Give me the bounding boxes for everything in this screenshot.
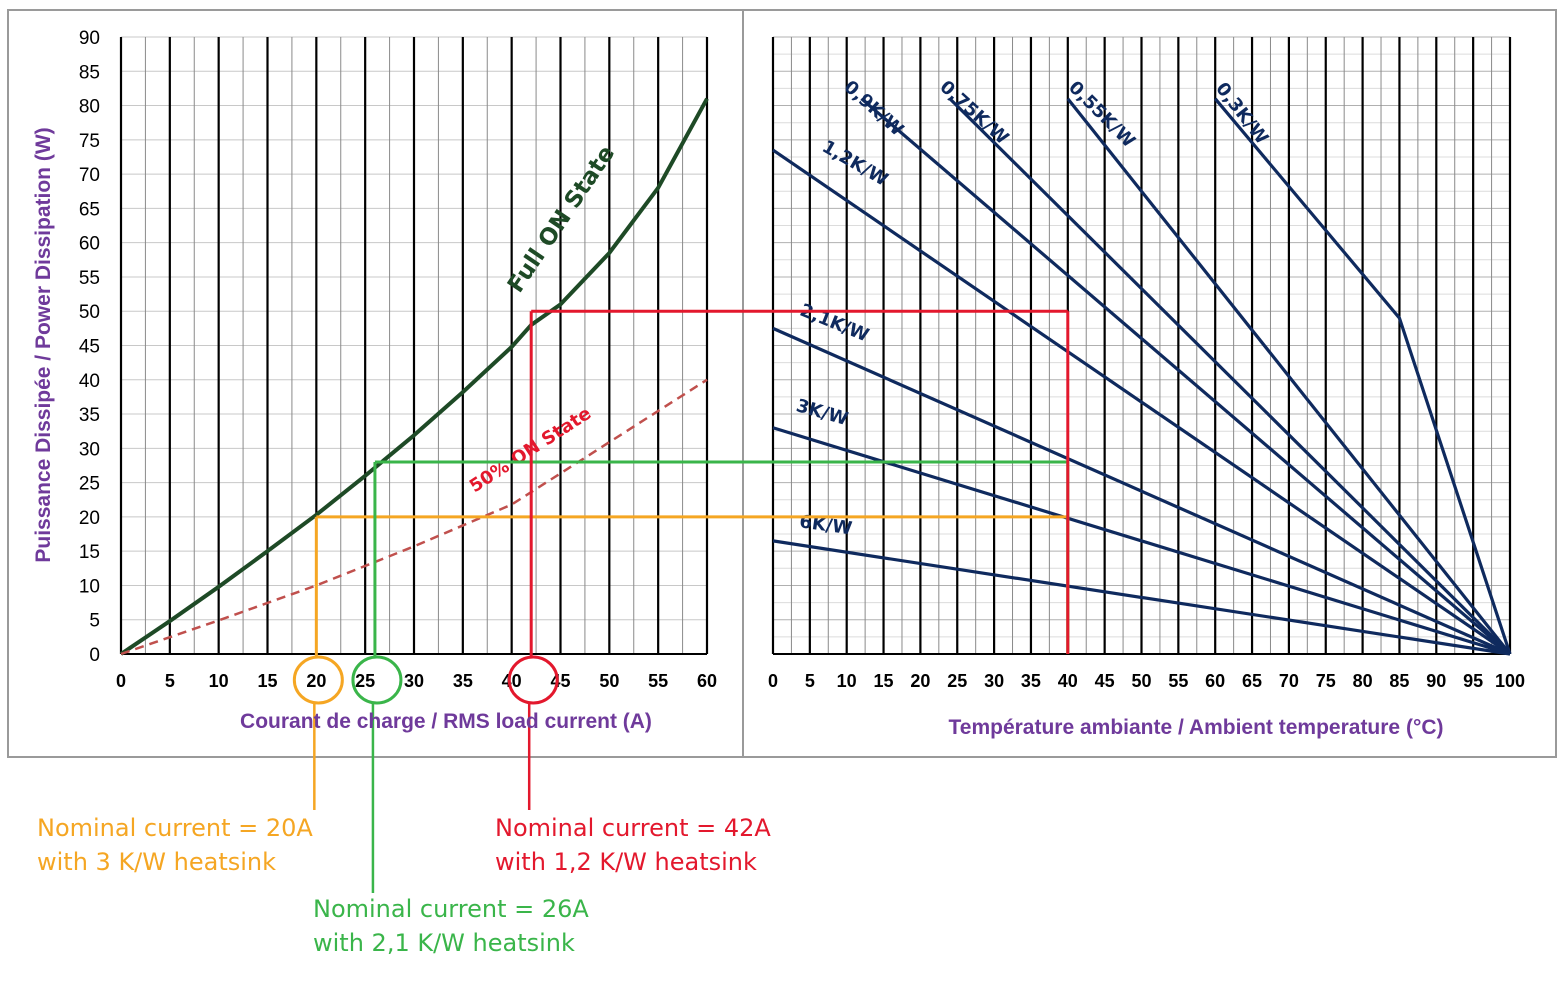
left-x-tick-label: 55 [648,671,668,691]
left-y-tick-label: 15 [79,542,100,563]
green-note-line-2: with 2,1 K/W heatsink [313,929,575,957]
red-note-line-2: with 1,2 K/W heatsink [495,848,757,876]
right-x-tick-label: 15 [874,671,894,691]
left-y-tick-label: 70 [79,165,100,186]
left-x-tick-label: 10 [209,671,229,691]
chart-frame [7,9,1557,758]
right-x-tick-label: 35 [1021,671,1041,691]
thermal-resistance-label: 3K/W [794,395,851,430]
annotation-current-circle [507,655,559,705]
thermal-resistance-line [772,426,1511,656]
annotation-current-circle [292,655,344,705]
left-y-axis-title: Puissance Dissipée / Power Dissipation (… [32,127,55,562]
right-chart-grid: 0 5 10 15 20 25 30 35 40 45 50 55 60 65 70 75 80 85 90 95 10… [768,36,1525,691]
thermal-resistance-label: 0,75K/W [935,77,1012,149]
left-x-tick-label: 30 [404,671,424,691]
left-y-tick-label: 30 [79,439,100,460]
left-y-tick-label: 20 [79,508,100,529]
right-x-tick-label: 40 [1058,671,1078,691]
full-on-state-line [119,97,709,656]
left-y-tick-label: 75 [79,131,100,152]
right-x-tick-label: 100 [1495,671,1525,691]
left-x-tick-label: 40 [502,671,522,691]
left-x-tick-label: 50 [599,671,619,691]
right-x-tick-label: 60 [1205,671,1225,691]
right-x-tick-label: 30 [984,671,1004,691]
right-x-tick-label: 25 [947,671,967,691]
right-x-tick-label: 50 [1131,671,1151,691]
left-x-tick-label: 45 [550,671,570,691]
left-x-tick-label: 15 [257,671,277,691]
green-note-line-1: Nominal current = 26A [313,895,589,923]
thermal-resistance-line [772,539,1511,656]
thermal-resistance-line [1066,97,1512,655]
thermal-resistance-line [948,97,1512,656]
left-x-tick-label: 0 [116,671,126,691]
thermal-resistance-label: 0,3K/W [1211,79,1272,149]
thermal-resistance-line [860,97,1512,656]
left-y-tick-label: 40 [79,371,100,392]
annotation-current-circle [351,655,403,705]
left-y-tick-label: 25 [79,474,100,495]
thermal-resistance-label: 0,9K/W [840,77,908,141]
right-x-tick-label: 70 [1279,671,1299,691]
right-x-tick-label: 65 [1242,671,1262,691]
left-x-tick-label: 20 [306,671,326,691]
left-x-tick-label: 60 [697,671,717,691]
left-y-tick-label: 90 [79,28,100,49]
orange-note-line-1: Nominal current = 20A [37,814,313,842]
right-x-tick-label: 55 [1168,671,1188,691]
left-y-tick-label: 45 [79,337,100,358]
thermal-resistance-label: 1,2K/W [818,136,891,190]
left-x-tick-label: 35 [453,671,473,691]
right-x-tick-label: 45 [1095,671,1115,691]
left-x-axis-title: Courant de charge / RMS load current (A) [240,710,652,733]
left-y-tick-label: 65 [79,199,100,220]
left-y-tick-label: 5 [89,611,100,632]
left-y-tick-label: 35 [79,405,100,426]
half-on-state-line [120,378,708,656]
right-x-tick-label: 10 [837,671,857,691]
red-note-line-1: Nominal current = 42A [495,814,771,842]
orange-note-line-2: with 3 K/W heatsink [37,848,276,876]
right-x-axis-title: Température ambiante / Ambient temperatu… [949,716,1444,739]
right-x-tick-label: 75 [1316,671,1336,691]
thermal-resistance-line [1213,97,1512,655]
right-x-tick-label: 90 [1426,671,1446,691]
right-x-tick-label: 80 [1353,671,1373,691]
thermal-resistance-label: 2,1K/W [797,300,872,347]
left-y-tick-label: 0 [89,645,100,666]
left-y-tick-label: 55 [79,268,100,289]
left-y-tick-label: 10 [79,576,100,597]
right-x-tick-label: 20 [910,671,930,691]
right-x-tick-label: 5 [805,671,815,691]
left-y-tick-label: 80 [79,97,100,118]
left-y-tick-label: 50 [79,302,100,323]
right-x-tick-label: 85 [1389,671,1409,691]
right-x-tick-label: 0 [768,671,778,691]
left-x-tick-label: 25 [355,671,375,691]
thermal-resistance-line [772,148,1511,656]
left-chart-grid: 0 5 10 15 20 25 30 35 40 45 50 55 60 65 70 75 80 85 90 0 5 10… [79,28,717,691]
thermal-resistance-line [772,326,1511,656]
left-y-tick-label: 85 [79,62,100,83]
left-x-tick-label: 5 [165,671,175,691]
right-x-tick-label: 95 [1463,671,1483,691]
left-y-tick-label: 60 [79,234,100,255]
